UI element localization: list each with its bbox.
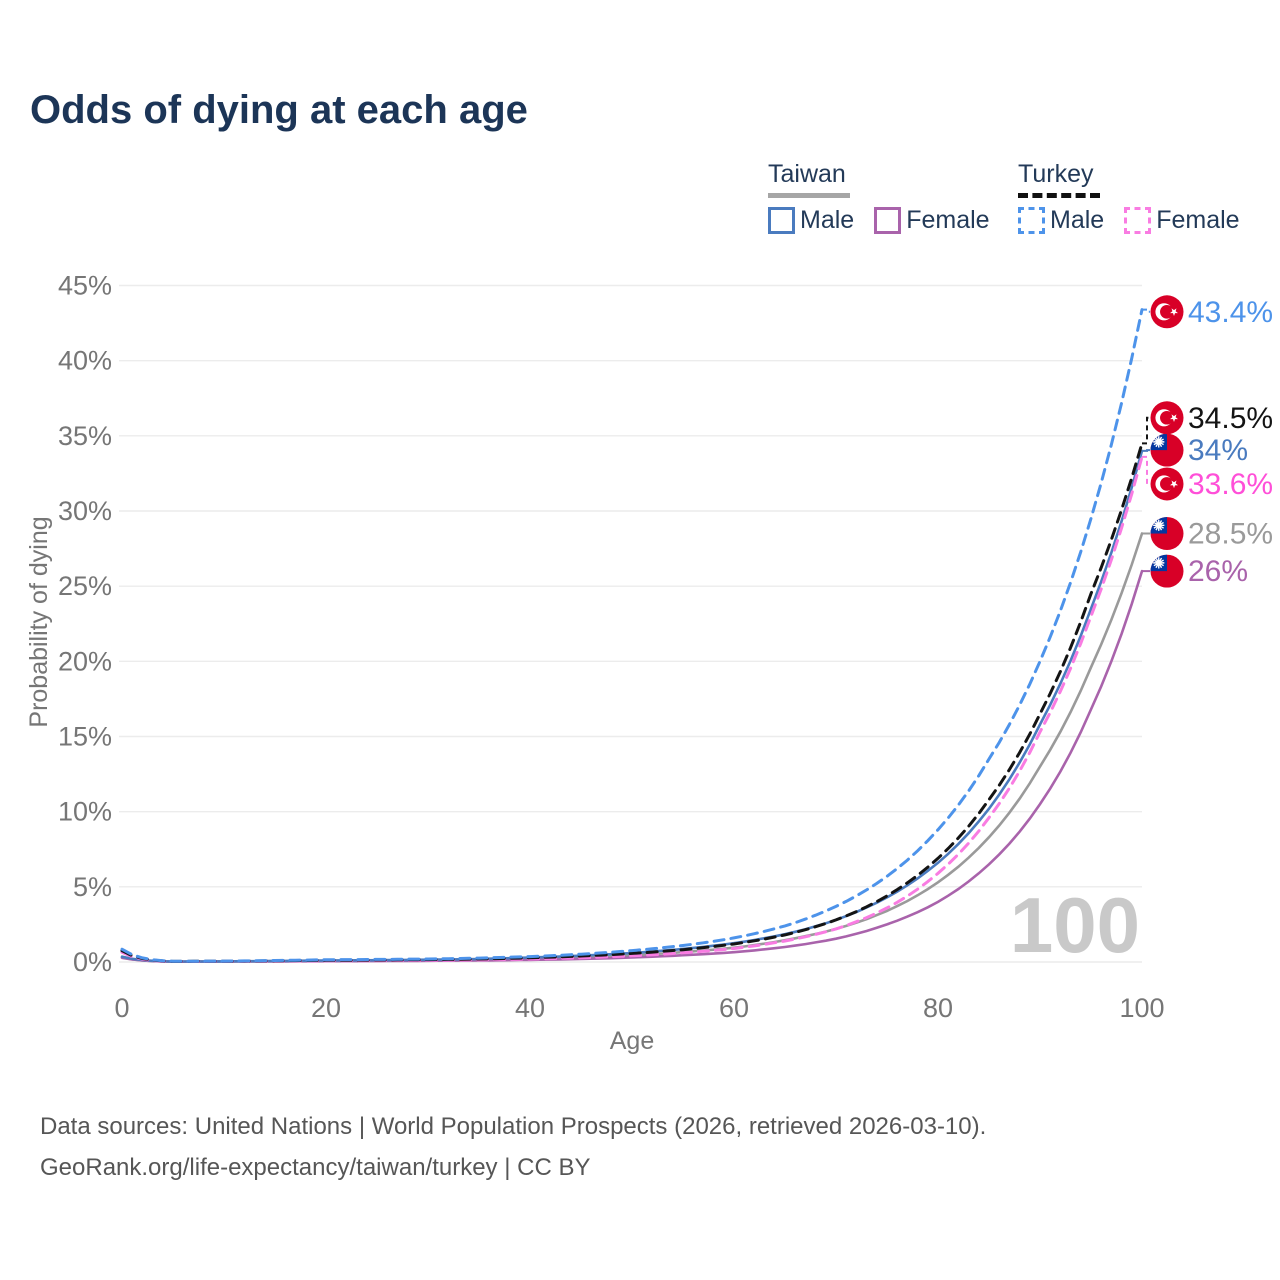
- flag-icon-turkey: [1150, 295, 1184, 329]
- y-tick-label: 20%: [58, 646, 112, 676]
- series-line-taiwan-both[interactable]: [120, 532, 1144, 963]
- turkey-star: [1170, 480, 1178, 489]
- taiwan-sun: [1155, 438, 1162, 445]
- x-axis-title: Age: [610, 1027, 654, 1055]
- end-value-label: 33.6%: [1188, 468, 1273, 501]
- legend-item-taiwan-male[interactable]: Male: [768, 206, 854, 235]
- turkey-both-line-swatch: [1018, 193, 1100, 198]
- flag-icon-taiwan: [1150, 554, 1184, 588]
- taiwan-sun: [1155, 559, 1162, 566]
- flag-icon-taiwan: [1150, 517, 1184, 551]
- turkey-crescent-inner: [1160, 411, 1174, 425]
- chart-footer: Data sources: United Nations | World Pop…: [40, 1106, 1190, 1188]
- y-tick-label: 25%: [58, 571, 112, 601]
- series-line-turkey-female[interactable]: [120, 455, 1144, 963]
- turkey-star: [1170, 414, 1178, 422]
- attribution-line: GeoRank.org/life-expectancy/taiwan/turke…: [40, 1154, 591, 1181]
- y-tick-label: 10%: [58, 797, 112, 827]
- end-label-leader: [1142, 416, 1150, 445]
- end-value-label: 34%: [1188, 434, 1248, 467]
- legend-taiwan-label[interactable]: Taiwan: [768, 160, 846, 188]
- y-axis-title: Probability of dying: [25, 516, 53, 727]
- flag-icon-taiwan: [1150, 433, 1184, 467]
- series-line-turkey-male[interactable]: [120, 308, 1144, 963]
- end-value-label: 43.4%: [1188, 296, 1273, 329]
- end-value-label: 26%: [1188, 555, 1248, 588]
- page-title: Odds of dying at each age: [30, 88, 528, 132]
- end-label-leader: [1142, 455, 1150, 485]
- taiwan-male-swatch-icon: [768, 207, 795, 234]
- turkey-crescent-inner: [1160, 305, 1174, 319]
- legend-item-taiwan-female[interactable]: Female: [874, 206, 990, 235]
- y-tick-label: 15%: [58, 722, 112, 752]
- end-label-leader: [1142, 308, 1150, 313]
- x-tick-label: 80: [923, 993, 953, 1023]
- taiwan-flag-inner: [1150, 433, 1184, 467]
- y-tick-label: 35%: [58, 421, 112, 451]
- flag-icon-turkey: [1150, 467, 1184, 501]
- y-tick-label: 40%: [58, 346, 112, 376]
- end-label-leader: [1142, 449, 1150, 452]
- taiwan-flag-inner: [1150, 517, 1184, 551]
- legend-group-taiwan: Taiwan Male Female: [768, 160, 990, 235]
- taiwan-sun: [1155, 522, 1162, 529]
- legend-item-turkey-female[interactable]: Female: [1124, 206, 1240, 235]
- data-sources-line: Data sources: United Nations | World Pop…: [40, 1113, 987, 1140]
- legend-item-turkey-male[interactable]: Male: [1018, 206, 1104, 235]
- legend: Taiwan Male Female Turkey Male Female: [0, 160, 1280, 250]
- turkey-crescent-inner: [1160, 477, 1174, 491]
- legend-taiwan-male-label: Male: [800, 206, 855, 234]
- legend-taiwan-female-label: Female: [906, 206, 990, 234]
- x-tick-label: 100: [1119, 993, 1164, 1023]
- turkey-male-swatch-icon: [1018, 207, 1045, 234]
- taiwan-both-line-swatch: [768, 193, 850, 198]
- x-tick-label: 40: [515, 993, 545, 1023]
- x-tick-label: 60: [719, 993, 749, 1023]
- series-line-turkey-both[interactable]: [120, 441, 1144, 963]
- end-value-label: 28.5%: [1188, 518, 1273, 551]
- flag-icon-turkey: [1150, 401, 1184, 435]
- legend-turkey-female-label: Female: [1156, 206, 1240, 234]
- legend-group-turkey: Turkey Male Female: [1018, 160, 1240, 235]
- y-tick-label: 5%: [73, 872, 112, 902]
- y-tick-label: 30%: [58, 496, 112, 526]
- y-tick-label: 45%: [58, 271, 112, 301]
- age-watermark: 100: [1010, 881, 1140, 969]
- y-tick-label: 0%: [73, 947, 112, 977]
- x-tick-label: 0: [114, 993, 129, 1023]
- x-tick-label: 20: [311, 993, 341, 1023]
- taiwan-flag-inner: [1150, 554, 1184, 588]
- end-value-label: 34.5%: [1188, 402, 1273, 435]
- turkey-star: [1170, 308, 1178, 317]
- taiwan-female-swatch-icon: [874, 207, 902, 234]
- series-line-taiwan-male[interactable]: [120, 449, 1144, 963]
- legend-turkey-male-label: Male: [1050, 206, 1105, 234]
- legend-turkey-label[interactable]: Turkey: [1018, 160, 1094, 188]
- series-line-taiwan-female[interactable]: [120, 569, 1144, 963]
- turkey-female-swatch-icon: [1124, 207, 1152, 234]
